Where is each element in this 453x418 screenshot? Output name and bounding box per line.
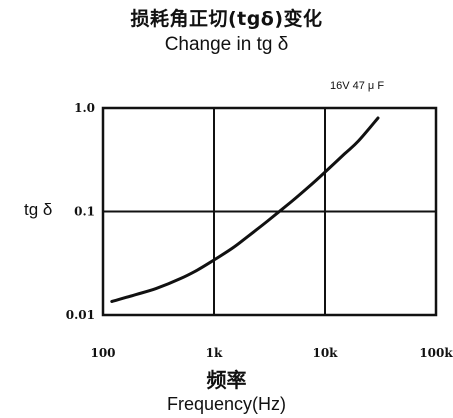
chart-title: 损耗角正切(tgδ)变化 [130, 8, 323, 30]
series-line-tg-delta [110, 116, 380, 303]
x-tick-label: 100 [90, 346, 115, 360]
x-axis-label: Frequency(Hz) [166, 394, 287, 414]
plot-frame [101, 106, 438, 317]
y-tick-label: 0.01 [66, 308, 95, 322]
x-tick-label: 100k [419, 346, 453, 360]
x-axis-label-cn: 频率 [206, 368, 247, 392]
y-tick-label: 0.1 [74, 205, 95, 219]
grid-lines [103, 108, 436, 315]
y-tick-label: 1.0 [74, 101, 95, 115]
tick-labels: 100 1k 10k 100k 0.01 0.1 1.0 [66, 101, 453, 360]
x-tick-label: 1k [206, 346, 223, 360]
y-axis-label: tg δ [24, 200, 53, 219]
chart-subtitle: Change in tg δ [164, 34, 289, 55]
x-tick-label: 10k [312, 346, 338, 360]
capacitor-rating-annotation: 16V 47 μ F [330, 80, 385, 92]
